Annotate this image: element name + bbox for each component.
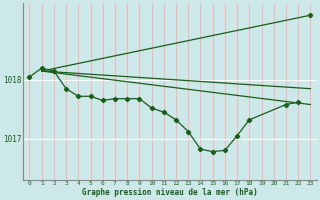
X-axis label: Graphe pression niveau de la mer (hPa): Graphe pression niveau de la mer (hPa) [82, 188, 258, 197]
